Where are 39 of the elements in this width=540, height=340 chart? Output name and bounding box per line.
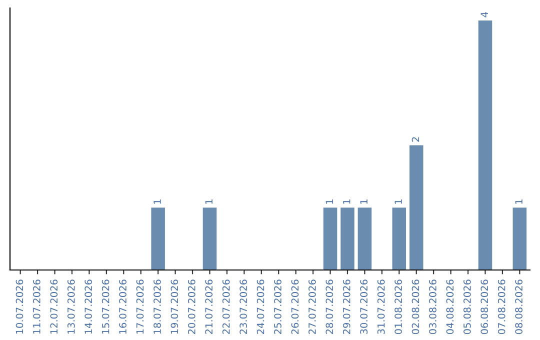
x-tick-label: 29.07.2026	[342, 280, 350, 334]
x-tick-label: 10.07.2026	[16, 280, 24, 334]
x-tick-label: 06.08.2026	[480, 280, 488, 334]
data-label: 1	[205, 200, 212, 204]
x-tick-label: 30.07.2026	[360, 280, 368, 334]
x-tick-label: 04.08.2026	[446, 280, 454, 334]
x-tick-label: 31.07.2026	[377, 280, 385, 334]
x-tick-label: 11.07.2026	[33, 280, 40, 334]
x-tick-label: 13.07.2026	[67, 280, 75, 334]
x-tick-label: 27.07.2026	[308, 280, 316, 334]
x-tick-label: 22.07.2026	[222, 280, 230, 334]
data-label: 1	[394, 200, 402, 204]
x-tick-label: 19.07.2026	[170, 280, 178, 334]
x-tick-label: 12.07.2026	[50, 280, 58, 334]
x-tick-label: 14.07.2026	[84, 280, 92, 334]
x-tick-label: 21.07.2026	[205, 280, 213, 334]
x-tick-label: 18.07.2026	[154, 280, 161, 334]
data-label: 2	[412, 137, 420, 142]
x-tick-label: 08.08.2026	[515, 280, 522, 334]
x-tick-label: 28.07.2026	[326, 280, 334, 334]
data-label: 1	[515, 200, 522, 204]
x-tick-label: 25.07.2026	[274, 280, 282, 334]
x-tick-label: 05.08.2026	[463, 280, 471, 334]
data-label: 1	[343, 200, 350, 204]
data-label: 1	[360, 200, 368, 204]
x-tick-label: 02.08.2026	[412, 280, 420, 334]
x-tick-label: 17.07.2026	[136, 280, 144, 334]
data-label: 4	[480, 12, 488, 18]
x-tick-label: 07.08.2026	[498, 280, 506, 334]
x-tick-label: 24.07.2026	[256, 280, 264, 334]
x-tick-label: 01.08.2026	[394, 280, 402, 334]
x-tick-label: 16.07.2026	[119, 280, 126, 334]
x-tick-label: 26.07.2026	[291, 280, 299, 334]
x-tick-label: 15.07.2026	[102, 280, 110, 334]
x-tick-label: 20.07.2026	[188, 280, 196, 334]
x-tick-label: 03.08.2026	[429, 280, 436, 334]
data-label: 1	[326, 200, 333, 204]
data-label: 1	[154, 200, 161, 204]
x-tick-label: 23.07.2026	[240, 280, 247, 334]
